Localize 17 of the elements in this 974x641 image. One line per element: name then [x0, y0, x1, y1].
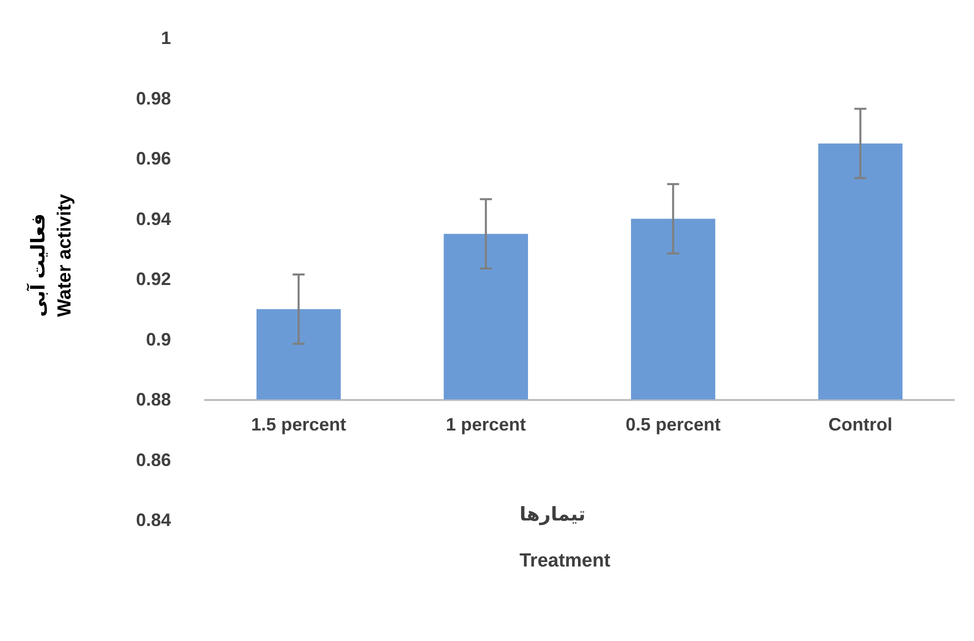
y-tick-label: 0.86	[136, 450, 171, 470]
y-tick-label: 1	[160, 28, 171, 48]
bar	[444, 234, 528, 400]
y-tick-label: 0.84	[136, 510, 171, 530]
x-tick-label: 0.5 percent	[626, 414, 721, 434]
y-tick-label: 0.96	[136, 148, 171, 168]
bar	[630, 218, 716, 400]
y-tick-label: 0.9	[146, 329, 171, 350]
y-tick-label: 0.98	[136, 88, 171, 108]
x-tick-label: 1 percent	[446, 414, 526, 434]
y-tick-label: 0.94	[136, 208, 171, 229]
bar	[818, 143, 903, 400]
y-tick-label: 0.88	[136, 390, 171, 410]
y-tick-label: 0.92	[136, 269, 171, 289]
bar	[256, 309, 341, 400]
x-tick-label: Control	[828, 414, 892, 434]
x-tick-label: 1.5 percent	[251, 414, 346, 434]
